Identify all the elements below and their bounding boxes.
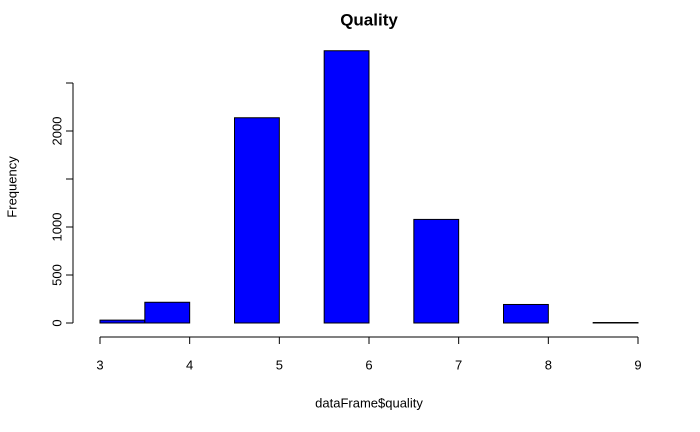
- x-axis-label: dataFrame$quality: [315, 395, 423, 410]
- x-tick-label: 8: [545, 357, 552, 372]
- x-tick-label: 4: [186, 357, 193, 372]
- y-tick-label: 500: [49, 264, 64, 286]
- x-tick-label: 7: [455, 357, 462, 372]
- x-tick-label: 6: [365, 357, 372, 372]
- chart-title: Quality: [340, 10, 398, 29]
- bar: [323, 50, 370, 324]
- y-axis-label: Frequency: [4, 156, 19, 218]
- y-tick-label: 2000: [49, 117, 64, 146]
- y-tick-label: 1000: [49, 213, 64, 242]
- bar: [234, 117, 280, 324]
- x-tick-label: 3: [96, 357, 103, 372]
- bar: [144, 301, 191, 324]
- x-tick-label: 9: [634, 357, 641, 372]
- bar: [413, 218, 460, 324]
- y-tick-label: 0: [49, 319, 64, 326]
- bar: [503, 303, 549, 324]
- x-tick-label: 5: [276, 357, 283, 372]
- bar: [99, 319, 146, 324]
